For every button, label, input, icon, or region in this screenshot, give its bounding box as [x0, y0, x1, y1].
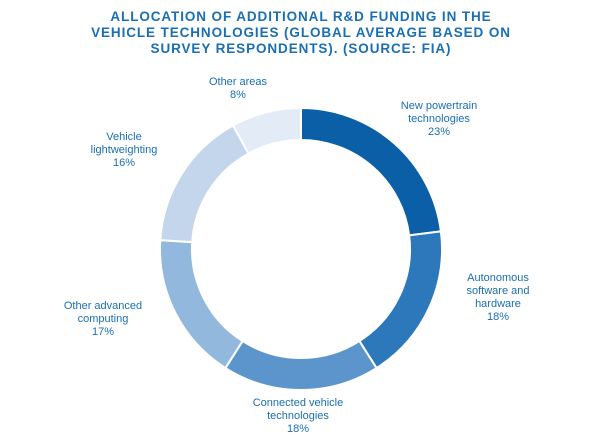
slice-label-autonomous: Autonomous software and hardware 18%	[448, 272, 548, 324]
slice-label-other-areas: Other areas 8%	[193, 76, 283, 102]
donut-slice-autonomous	[358, 230, 443, 370]
slice-label-line: Other areas	[208, 76, 268, 88]
slice-label-line: technologies	[408, 113, 470, 125]
slice-value: 8%	[230, 89, 246, 101]
slice-label-line: computing	[77, 313, 129, 325]
chart-title-line-3: SURVEY RESPONDENTS). (SOURCE: FIA)	[150, 41, 452, 56]
donut-slice-other-advanced-computing	[159, 239, 244, 370]
slice-value: 18%	[286, 423, 310, 435]
slice-label-other-advanced-computing: Other advanced computing 17%	[48, 300, 158, 339]
donut-slice-connected-vehicle	[224, 339, 378, 391]
slice-label-line: hardware	[475, 298, 521, 310]
chart-title-line-1: ALLOCATION OF ADDITIONAL R&D FUNDING IN …	[110, 9, 492, 24]
slice-label-connected-vehicle: Connected vehicle technologies 18%	[238, 397, 358, 436]
slice-label-line: Vehicle	[106, 131, 142, 143]
slice-value: 16%	[112, 157, 136, 169]
slice-label-line: Connected vehicle	[252, 397, 344, 409]
donut-slice-other-areas	[231, 106, 302, 155]
slice-label-line: technologies	[267, 410, 329, 422]
slice-label-line: New powertrain	[400, 100, 478, 112]
slice-label-vehicle-lightweighting: Vehicle lightweighting 16%	[74, 131, 174, 170]
slice-label-line: Other advanced	[63, 300, 143, 312]
slice-label-new-powertrain: New powertrain technologies 23%	[384, 100, 494, 139]
chart-title: ALLOCATION OF ADDITIONAL R&D FUNDING IN …	[0, 9, 602, 57]
slice-label-line: Autonomous	[467, 272, 529, 284]
slice-label-line: lightweighting	[90, 144, 158, 156]
slice-value: 18%	[486, 311, 510, 323]
slice-value: 17%	[91, 326, 115, 338]
slice-value: 23%	[427, 126, 451, 138]
slice-label-line: software and	[466, 285, 530, 297]
chart-title-line-2: VEHICLE TECHNOLOGIES (GLOBAL AVERAGE BAS…	[91, 25, 511, 40]
